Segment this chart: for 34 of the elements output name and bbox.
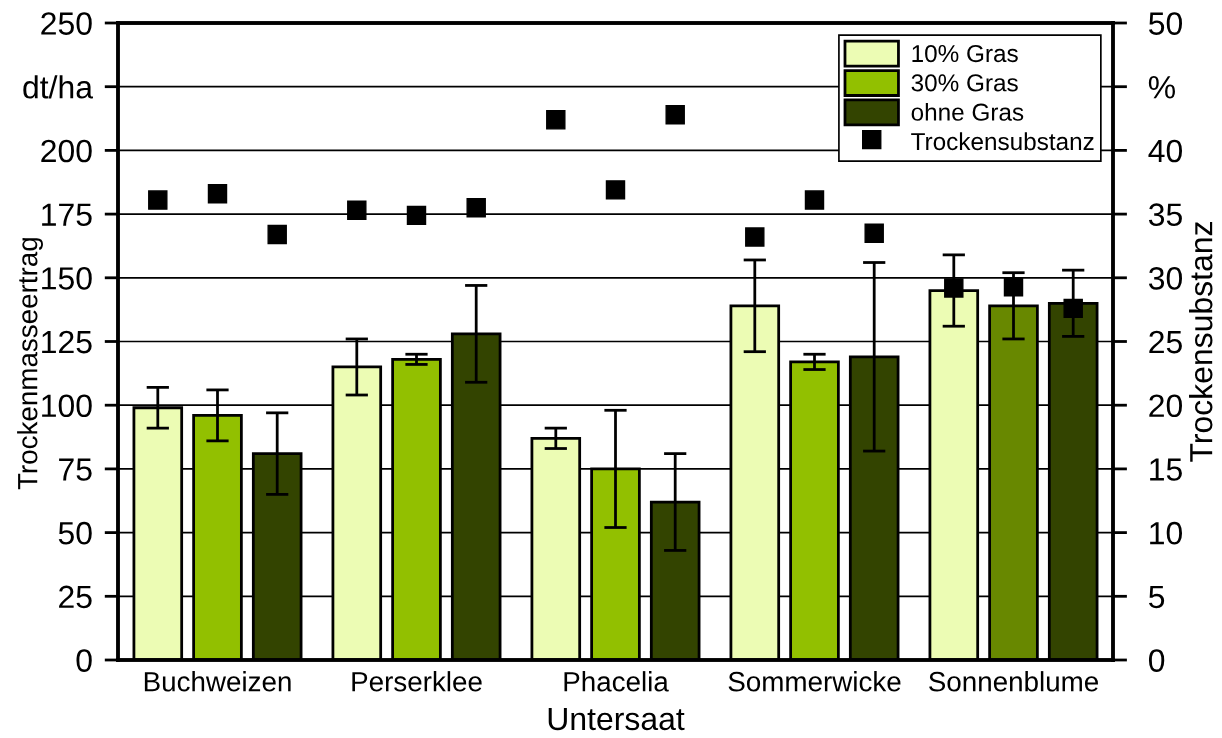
y-tick-label: 100	[42, 394, 92, 418]
y-tick-label: 50	[58, 521, 92, 545]
legend-label: ohne Gras	[911, 102, 1024, 121]
x-tick-label: Buchweizen	[144, 671, 291, 692]
y2-tick-label: 35	[1148, 203, 1182, 226]
x-tick-label: Sommerwicke	[728, 671, 901, 692]
y2-tick-label: 5	[1149, 585, 1165, 609]
y-tick-label: 200	[41, 139, 92, 163]
y2-tick-label: %	[1148, 76, 1175, 99]
y2-tick-label: 15	[1150, 458, 1182, 481]
x-tick-label: Phacelia	[564, 671, 669, 692]
y-tick-label: 150	[42, 267, 92, 290]
y-tick-label: 175	[42, 203, 92, 226]
x-tick-label: Perserklee	[352, 671, 482, 692]
legend-label: 10% Gras	[912, 44, 1018, 63]
y-tick-label: 250	[41, 12, 92, 35]
y2-tick-label: 40	[1148, 139, 1182, 163]
legend-label: 30% Gras	[911, 74, 1018, 92]
legend-label: Trockensubstanz	[911, 132, 1094, 151]
y2-tick-label: 25	[1149, 330, 1182, 354]
y-tick-label: 125	[42, 330, 92, 354]
y2-tick-label: 0	[1148, 649, 1165, 672]
y2-tick-label: 50	[1149, 12, 1182, 35]
y-axis-title: Trockenmasseertrag	[17, 238, 43, 490]
y2-tick-label: 20	[1149, 394, 1182, 418]
x-tick-label: Sonnenblume	[929, 671, 1098, 692]
y-tick-label: dt/ha	[23, 75, 93, 99]
y-tick-label: 25	[59, 585, 92, 609]
y-tick-label: 75	[59, 458, 92, 481]
y2-tick-label: 10	[1150, 521, 1182, 545]
y2-axis-title: Trockensubstanz	[1189, 222, 1213, 462]
x-axis-title: Untersaat	[548, 707, 685, 731]
y-tick-label: 0	[76, 649, 92, 672]
y2-tick-label: 30	[1148, 267, 1182, 290]
